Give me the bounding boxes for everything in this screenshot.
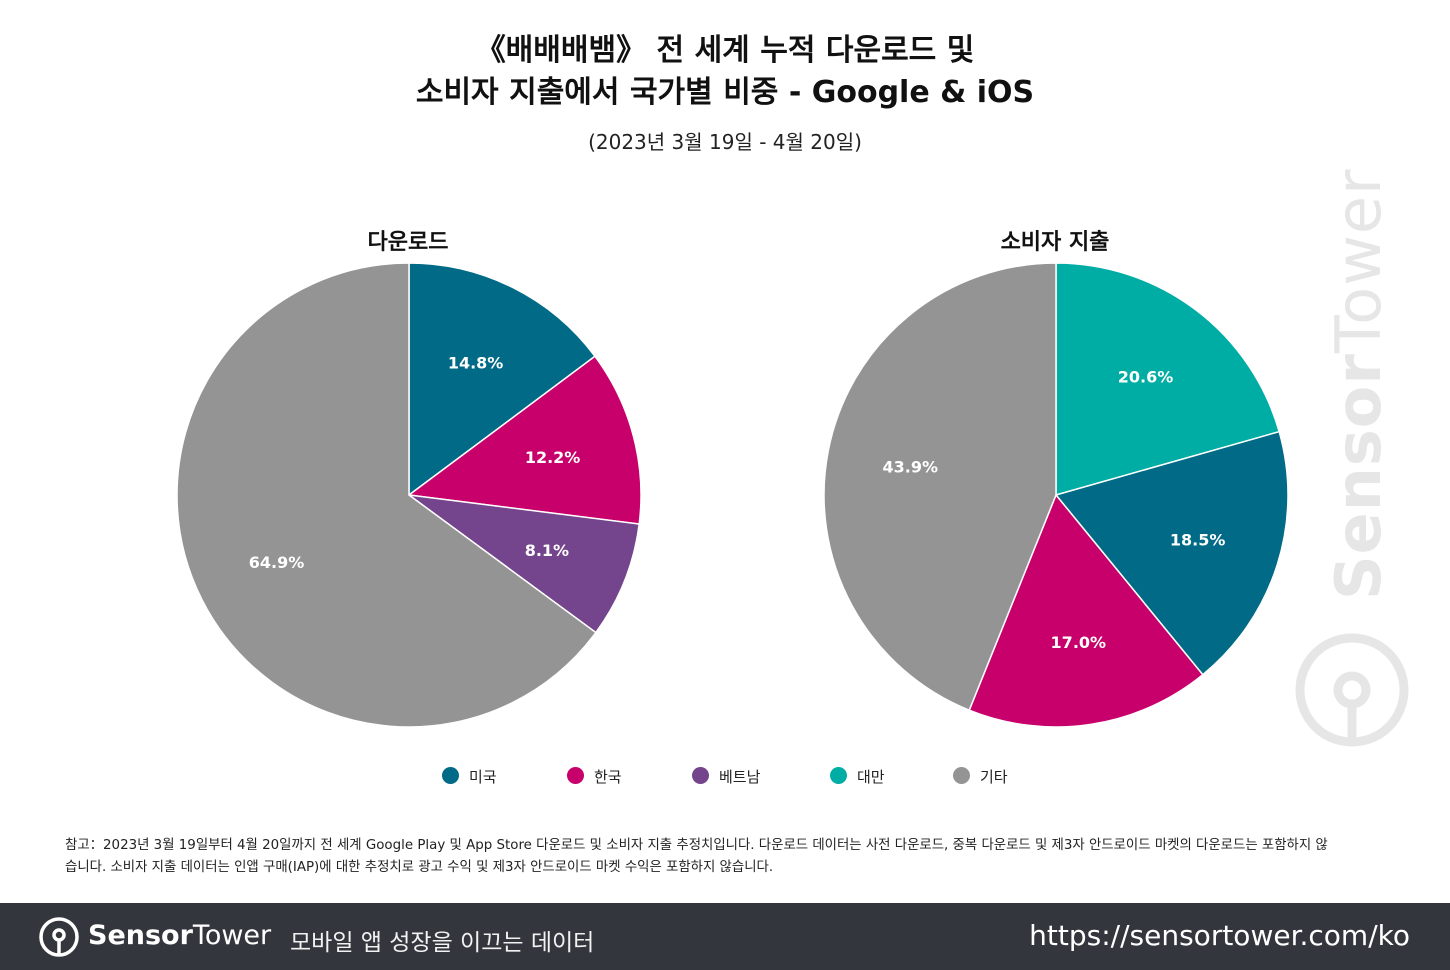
downloads-slice-3 — [176, 262, 597, 728]
footer-tagline: 모바일 앱 성장을 이끄는 데이터 — [290, 930, 595, 956]
pie-charts: 14.8% 12.2% 8.1% 64.9% 20.6% 18.5% 17.0% 43.9% — [176, 262, 1289, 728]
legend-label-taiwan: 대만 — [857, 768, 885, 786]
legend-swatch-other — [953, 767, 970, 784]
footer-brand-bold: Sensor — [88, 920, 193, 951]
footer-brand-light: Tower — [192, 920, 272, 951]
footer-brand: SensorTower — [88, 920, 271, 951]
legend-swatch-vietnam — [692, 767, 709, 784]
downloads-slice-2 — [406, 493, 641, 634]
footnote-line1: 참고：2023년 3월 19일부터 4월 20일까지 전 세계 Google P… — [65, 838, 1328, 853]
downloads-label-2: 8.1% — [525, 541, 569, 560]
pie-title-downloads: 다운로드 — [367, 230, 449, 255]
legend-label-korea: 한국 — [594, 768, 622, 786]
sensortower-logo-icon — [39, 917, 79, 957]
legend-swatch-taiwan — [830, 767, 847, 784]
spending-label-0: 20.6% — [1118, 368, 1174, 387]
spending-slice-0 — [1055, 262, 1281, 496]
pie-title-spending: 소비자 지출 — [1000, 230, 1110, 255]
legend-swatch-us — [442, 767, 459, 784]
spending-label-1: 18.5% — [1170, 531, 1226, 550]
footer-bar: SensorTower 모바일 앱 성장을 이끄는 데이터 https://se… — [0, 903, 1450, 970]
downloads-label-0: 14.8% — [448, 353, 504, 372]
chart-title-line1: 《배배배뱀》 전 세계 누적 다운로드 및 — [475, 33, 975, 68]
downloads-label-1: 12.2% — [525, 448, 581, 467]
legend-swatch-korea — [567, 767, 584, 784]
downloads-label-3: 64.9% — [249, 553, 305, 572]
spending-label-2: 17.0% — [1051, 633, 1107, 652]
footnote: 참고：2023년 3월 19일부터 4월 20일까지 전 세계 Google P… — [65, 835, 1395, 879]
chart-subtitle: (2023년 3월 19일 - 4월 20일) — [588, 130, 862, 154]
sensortower-watermark-icon — [1295, 633, 1409, 747]
downloads-slice-1 — [407, 355, 642, 525]
legend: 미국 한국 베트남 대만 기타 — [440, 764, 1040, 794]
spending-slice-3 — [823, 262, 1057, 712]
legend-label-other: 기타 — [980, 768, 1008, 786]
footer-url[interactable]: https://sensortower.com/ko — [1029, 919, 1410, 952]
spending-slice-1 — [1054, 430, 1289, 676]
spending-slice-2 — [968, 493, 1204, 728]
sensortower-watermark — [1290, 230, 1420, 750]
chart-title-line2: 소비자 지출에서 국가별 비중 - Google & iOS — [415, 75, 1035, 110]
legend-label-vietnam: 베트남 — [719, 768, 761, 786]
legend-label-us: 미국 — [469, 768, 497, 786]
footnote-line2: 습니다. 소비자 지출 데이터는 인앱 구매(IAP)에 대한 추정치로 광고 … — [65, 860, 774, 875]
downloads-slice-0 — [408, 262, 597, 497]
spending-label-3: 43.9% — [882, 458, 938, 477]
